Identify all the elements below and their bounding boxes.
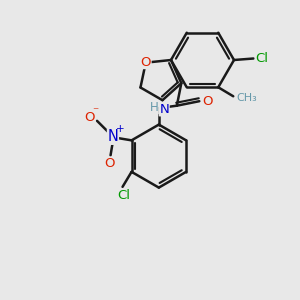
Text: O: O [104, 157, 114, 170]
Text: N: N [159, 103, 169, 116]
Text: Cl: Cl [255, 52, 268, 65]
Text: Cl: Cl [118, 189, 130, 202]
Text: ⁻: ⁻ [92, 105, 99, 118]
Text: O: O [84, 111, 95, 124]
Text: +: + [116, 124, 124, 134]
Text: O: O [140, 56, 151, 69]
Text: CH₃: CH₃ [236, 93, 257, 103]
Text: N: N [107, 129, 118, 144]
Text: H: H [149, 101, 158, 114]
Text: O: O [202, 95, 213, 108]
